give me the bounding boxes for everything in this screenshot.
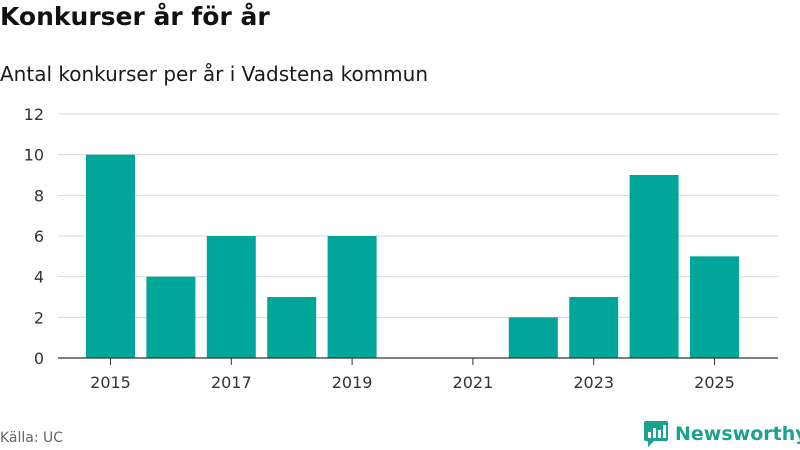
bar-2024[interactable] xyxy=(629,175,679,358)
y-tick-label: 0 xyxy=(34,349,44,368)
bar-2019[interactable] xyxy=(327,236,377,358)
bars xyxy=(86,154,739,358)
bar-2023[interactable] xyxy=(569,297,619,358)
bar-2015[interactable] xyxy=(86,154,135,358)
chart-subtitle: Antal konkurser per år i Vadstena kommun xyxy=(0,62,429,86)
bar-2017[interactable] xyxy=(206,236,256,358)
bar-2016[interactable] xyxy=(146,276,196,358)
bar-2022[interactable] xyxy=(508,317,558,358)
brand-name: Newsworthy xyxy=(675,423,800,445)
bar-2018[interactable] xyxy=(267,297,317,358)
y-tick-label: 4 xyxy=(34,268,44,287)
y-tick-label: 2 xyxy=(34,308,44,327)
x-tick-label: 2019 xyxy=(332,373,373,392)
y-tick-label: 6 xyxy=(34,227,44,246)
axes: 0 2 4 6 8 10 12 2015 2017 2019 2021 2023 2025 xyxy=(24,105,778,392)
chart-title: Konkurser år för år xyxy=(0,2,270,31)
x-tick-label: 2017 xyxy=(211,373,252,392)
y-tick-label: 12 xyxy=(24,105,44,124)
x-tick-label: 2025 xyxy=(694,373,735,392)
source-label: Källa: UC xyxy=(0,430,64,446)
x-tick-label: 2015 xyxy=(90,373,131,392)
x-tick-label: 2023 xyxy=(573,373,614,392)
y-tick-label: 10 xyxy=(24,146,44,165)
bar-2025[interactable] xyxy=(690,256,739,358)
y-tick-label: 8 xyxy=(34,186,44,205)
brand-logo: Newsworthy xyxy=(643,420,800,448)
newsworthy-logo-icon xyxy=(644,421,668,447)
x-tick-label: 2021 xyxy=(453,373,494,392)
